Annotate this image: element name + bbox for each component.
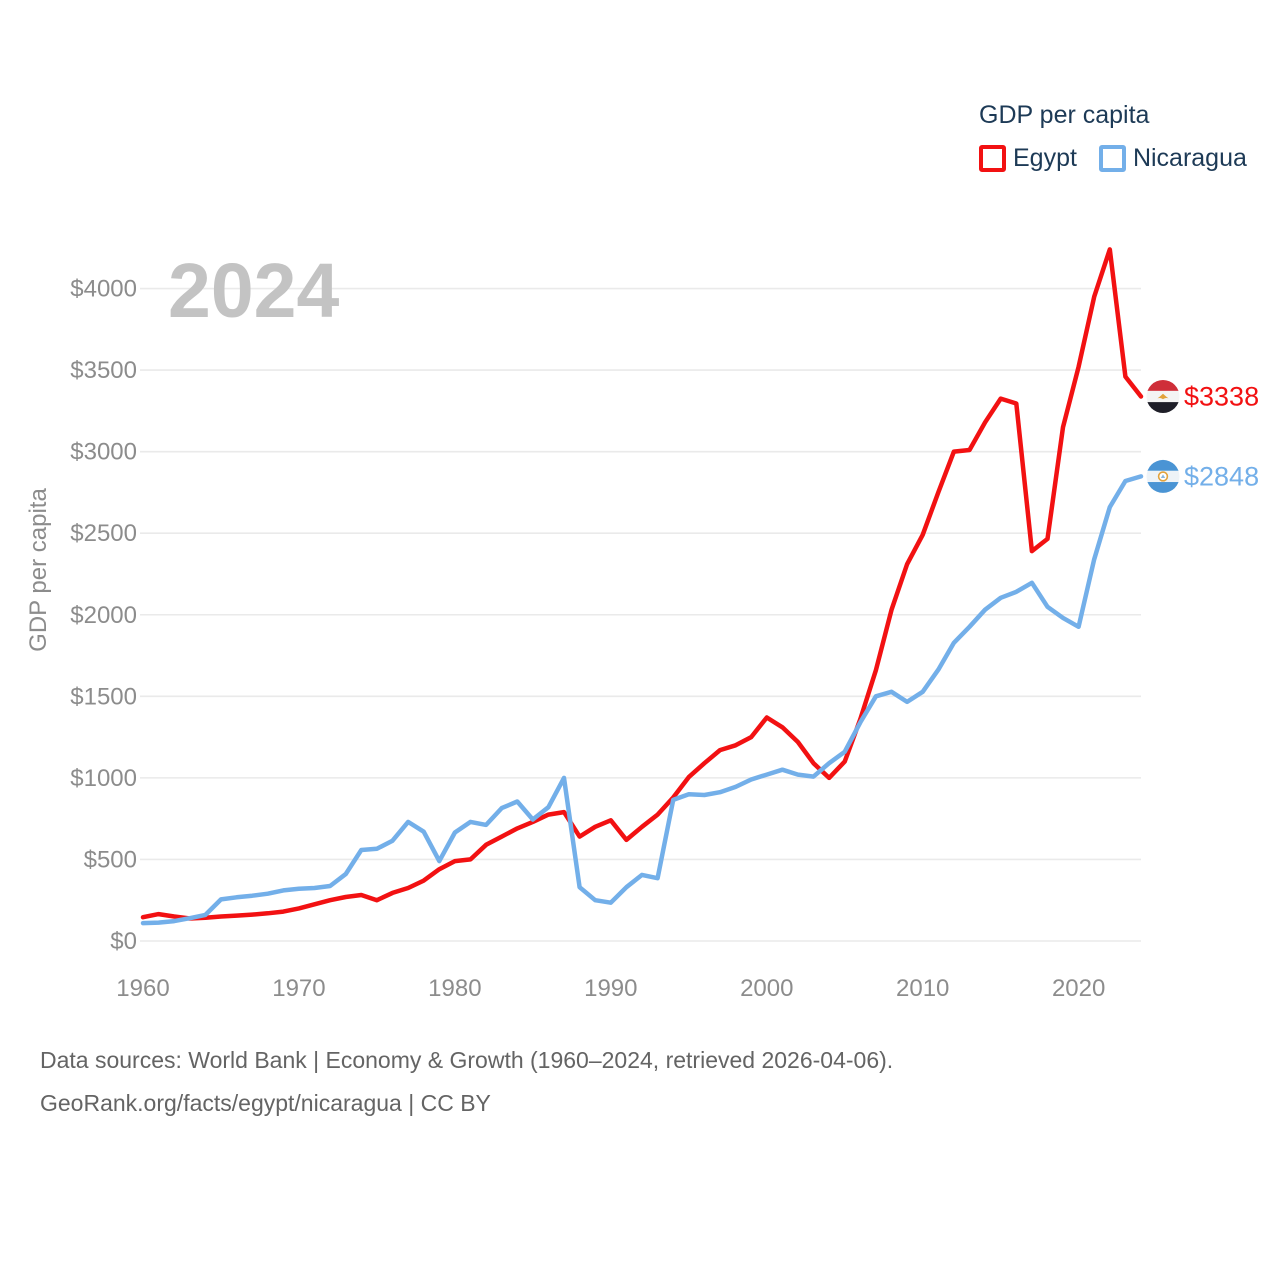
nicaragua-emblem-triangle [1160,474,1166,479]
y-tick-label: $2500 [70,520,137,547]
y-tick-label: $0 [110,928,137,955]
legend-items: Egypt Nicaragua [979,144,1247,173]
y-tick-label: $500 [84,846,137,873]
nicaragua-flag-icon [1146,459,1180,493]
y-tick-label: $3500 [70,357,137,384]
nicaragua-line [140,474,1144,926]
footer-attribution-line: GeoRank.org/facts/egypt/nicaragua | CC B… [40,1090,491,1116]
egypt-line [140,247,1144,921]
nicaragua-end-value: $2848 [1184,461,1259,491]
footer-source-line: Data sources: World Bank | Economy & Gro… [40,1047,894,1073]
y-tick-label: $4000 [70,276,137,303]
chart-footer: Data sources: World Bank | Economy & Gro… [40,1039,893,1125]
egypt-eagle-emblem [1157,393,1169,400]
x-tick-label: 2010 [896,975,949,1002]
watermark-year: 2024 [168,248,339,334]
legend-label-egypt: Egypt [1013,144,1077,172]
legend-item-nicaragua[interactable]: Nicaragua [1098,144,1247,173]
x-tick-label: 1990 [584,975,637,1002]
y-tick-label: $2000 [70,602,137,629]
x-tick-label: 1970 [272,975,325,1002]
legend-title: GDP per capita [979,101,1150,129]
legend-label-nicaragua: Nicaragua [1132,144,1247,172]
y-tick-label: $1500 [70,683,137,710]
egypt-end-value: $3338 [1184,382,1259,412]
y-axis-title: GDP per capita [25,488,52,652]
x-tick-label: 2020 [1052,975,1105,1002]
egypt-flag-icon [1146,380,1180,414]
x-tick-label: 1960 [116,975,169,1002]
legend-item-egypt[interactable]: Egypt [979,144,1077,173]
chart-legend: GDP per capita Egypt Nicaragua [979,101,1247,173]
nicaragua-swatch-icon [1098,145,1126,172]
y-tick-label: $3000 [70,439,137,466]
egypt-swatch-icon [979,145,1006,172]
y-tick-label: $1000 [70,765,137,792]
x-tick-label: 1980 [428,975,481,1002]
line-chart: $0 $500 $1000 $1500 $2000 $2500 $3000 $3500 $400… [25,247,1259,1002]
x-tick-label: 2000 [740,975,793,1002]
